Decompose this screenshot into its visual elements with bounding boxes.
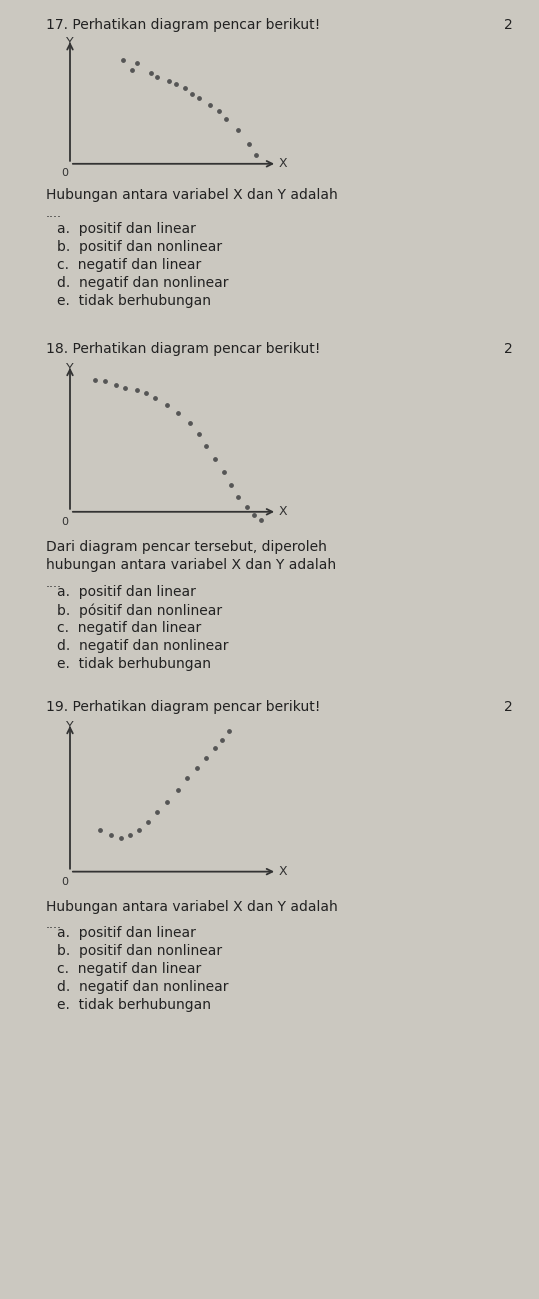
Point <box>233 487 242 508</box>
Point <box>126 825 134 846</box>
Text: X: X <box>278 505 287 518</box>
Text: 19. Perhatikan diagram pencar berikut!: 19. Perhatikan diagram pencar berikut! <box>46 700 320 714</box>
Point <box>107 825 116 846</box>
Text: a.  positif dan linear: a. positif dan linear <box>57 585 196 599</box>
Text: e.  tidak berhubungan: e. tidak berhubungan <box>57 998 211 1012</box>
Text: ....: .... <box>46 918 62 931</box>
Text: ....: .... <box>46 577 62 590</box>
Point <box>144 811 153 831</box>
Text: a.  positif dan linear: a. positif dan linear <box>57 222 196 236</box>
Text: c.  negatif dan linear: c. negatif dan linear <box>57 963 201 976</box>
Point <box>250 505 258 526</box>
Text: b.  positif dan nonlinear: b. positif dan nonlinear <box>57 944 222 957</box>
Point <box>95 820 104 840</box>
Point <box>153 66 162 87</box>
Point <box>195 87 203 108</box>
Text: b.  pósitif dan nonlinear: b. pósitif dan nonlinear <box>57 603 222 617</box>
Point <box>119 49 127 70</box>
Point <box>164 71 173 92</box>
Point <box>133 379 141 400</box>
Point <box>222 109 231 130</box>
Point <box>227 475 236 496</box>
Point <box>116 827 125 848</box>
Point <box>146 62 155 83</box>
Point <box>220 462 229 483</box>
Point <box>162 394 171 414</box>
Text: d.  negatif dan nonlinear: d. negatif dan nonlinear <box>57 275 228 290</box>
Text: Hubungan antara variabel X dan Y adalah: Hubungan antara variabel X dan Y adalah <box>46 900 337 914</box>
Point <box>121 378 129 399</box>
Text: Y: Y <box>66 36 74 49</box>
Text: b.  positif dan nonlinear: b. positif dan nonlinear <box>57 240 222 255</box>
Text: Dari diagram pencar tersebut, diperoleh: Dari diagram pencar tersebut, diperoleh <box>46 540 327 553</box>
Text: hubungan antara variabel X dan Y adalah: hubungan antara variabel X dan Y adalah <box>46 559 336 572</box>
Text: c.  negatif dan linear: c. negatif dan linear <box>57 259 201 271</box>
Point <box>91 369 100 390</box>
Point <box>100 372 109 392</box>
Point <box>218 729 226 750</box>
Point <box>174 403 182 423</box>
Point <box>188 83 196 104</box>
Text: 0: 0 <box>61 517 68 527</box>
Point <box>206 95 215 116</box>
Point <box>211 738 219 759</box>
Point <box>153 801 162 822</box>
Point <box>252 145 261 166</box>
Point <box>185 412 194 433</box>
Point <box>112 374 120 395</box>
Point <box>245 134 254 155</box>
Text: d.  negatif dan nonlinear: d. negatif dan nonlinear <box>57 639 228 653</box>
Point <box>142 383 150 404</box>
Text: 18. Perhatikan diagram pencar berikut!: 18. Perhatikan diagram pencar berikut! <box>46 342 320 356</box>
Text: e.  tidak berhubungan: e. tidak berhubungan <box>57 657 211 672</box>
Text: d.  negatif dan nonlinear: d. negatif dan nonlinear <box>57 979 228 994</box>
Text: 2: 2 <box>504 18 513 32</box>
Point <box>224 721 233 742</box>
Point <box>181 78 189 99</box>
Text: Y: Y <box>66 720 74 733</box>
Point <box>211 448 219 469</box>
Point <box>233 120 242 140</box>
Text: ....: .... <box>46 207 62 220</box>
Point <box>202 748 210 769</box>
Text: X: X <box>278 157 287 170</box>
Text: 0: 0 <box>61 877 68 887</box>
Point <box>195 423 203 444</box>
Point <box>151 387 160 408</box>
Point <box>171 74 180 95</box>
Text: 17. Perhatikan diagram pencar berikut!: 17. Perhatikan diagram pencar berikut! <box>46 18 320 32</box>
Point <box>174 779 182 800</box>
Point <box>183 768 191 788</box>
Text: e.  tidak berhubungan: e. tidak berhubungan <box>57 294 211 308</box>
Text: 2: 2 <box>504 342 513 356</box>
Text: c.  negatif dan linear: c. negatif dan linear <box>57 621 201 635</box>
Point <box>192 757 201 778</box>
Point <box>243 496 251 517</box>
Text: 2: 2 <box>504 700 513 714</box>
Text: a.  positif dan linear: a. positif dan linear <box>57 926 196 940</box>
Point <box>128 60 136 81</box>
Text: Y: Y <box>66 361 74 374</box>
Point <box>215 100 224 121</box>
Point <box>135 820 143 840</box>
Point <box>162 791 171 812</box>
Text: 0: 0 <box>61 168 68 178</box>
Text: Hubungan antara variabel X dan Y adalah: Hubungan antara variabel X dan Y adalah <box>46 188 337 203</box>
Text: X: X <box>278 865 287 878</box>
Point <box>133 52 141 73</box>
Point <box>257 509 265 530</box>
Point <box>202 435 210 456</box>
